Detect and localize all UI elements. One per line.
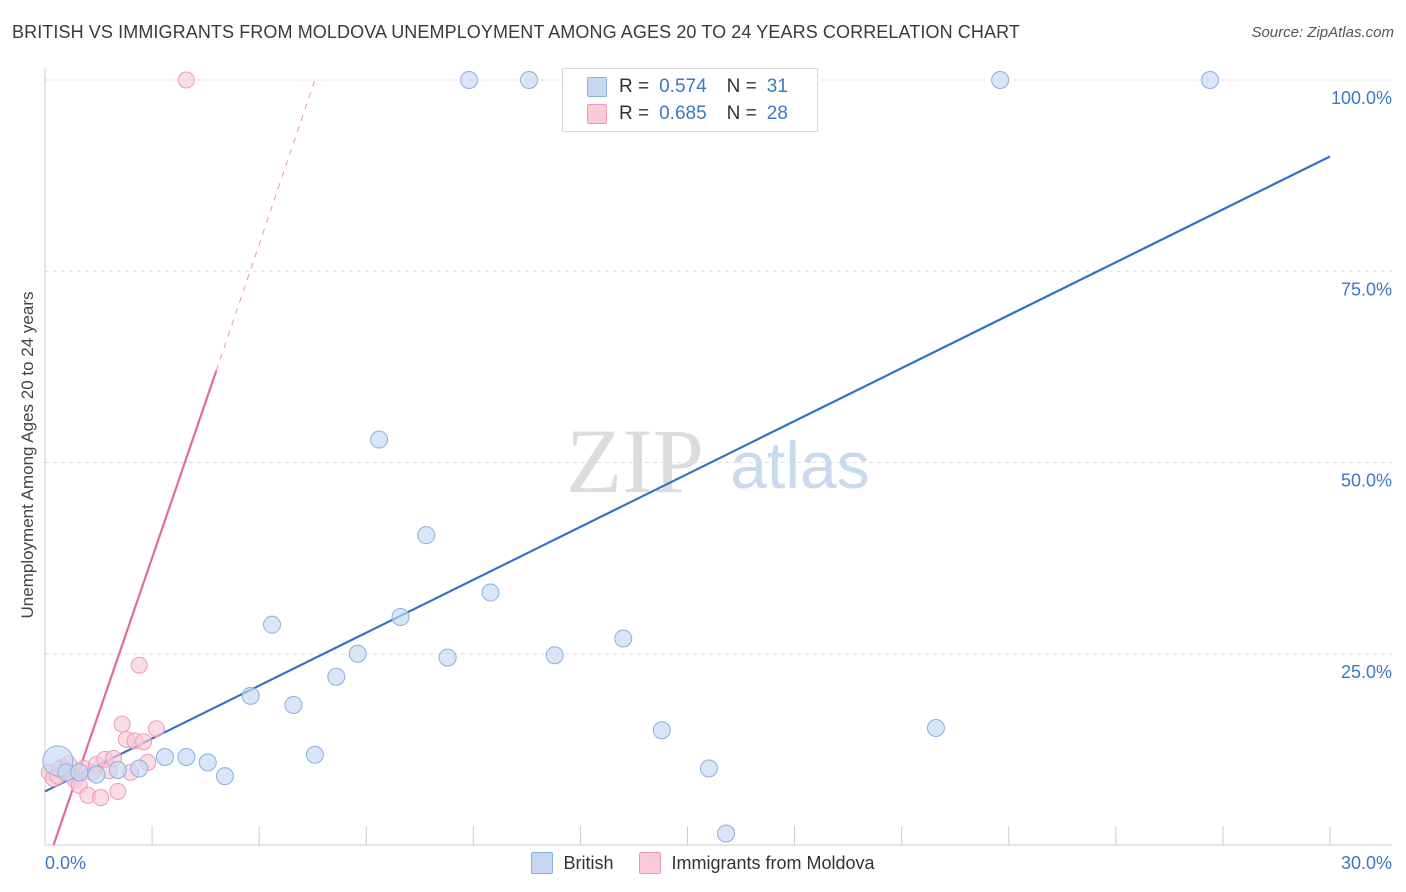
british-n-label: N = (726, 76, 757, 97)
data-points (40, 71, 1220, 843)
british-point (327, 667, 346, 686)
british-point (417, 526, 436, 545)
moldova-r-label: R = (619, 103, 650, 124)
moldova-point (113, 715, 131, 733)
x-tick-label: 30.0% (1341, 853, 1392, 873)
moldova-point (130, 656, 148, 674)
british-point (545, 646, 564, 665)
british-legend-label: British (563, 852, 614, 873)
moldova-n-label: N = (726, 103, 757, 124)
y-tick-label: 25.0% (1341, 662, 1392, 682)
british-point (460, 71, 479, 89)
british-point (305, 745, 324, 764)
british-point (614, 629, 633, 648)
moldova-point (92, 789, 110, 807)
moldova-legend-label: Immigrants from Moldova (671, 852, 875, 873)
axes (44, 68, 1392, 846)
british-trend-line (44, 155, 1331, 793)
british-point (391, 608, 410, 627)
legend-item-british[interactable]: British (531, 852, 613, 874)
british-point (370, 430, 389, 449)
watermark-zip: ZIP (566, 410, 704, 512)
y-tick-label: 75.0% (1341, 279, 1392, 299)
british-point (717, 824, 736, 843)
legend-item-moldova[interactable]: Immigrants from Moldova (639, 852, 875, 874)
british-point (699, 759, 718, 778)
british-point (284, 696, 303, 715)
british-point (108, 761, 127, 780)
british-r-value: 0.574 (659, 76, 707, 97)
british-n-value: 31 (766, 76, 788, 97)
moldova-swatch (587, 104, 607, 124)
y-tick-label: 100.0% (1331, 88, 1392, 108)
british-point (481, 583, 500, 602)
source-label: Source: ZipAtlas.com (1251, 24, 1394, 41)
british-point (241, 686, 260, 705)
british-point (1201, 71, 1220, 89)
moldova-point (109, 782, 127, 800)
legend-row-moldova: R = 0.685 N = 28 (587, 102, 788, 126)
moldova-n-value: 28 (766, 103, 788, 124)
british-point (348, 644, 367, 663)
series-legend: British Immigrants from Moldova (0, 852, 1406, 874)
correlation-legend: R = 0.574 N = 31 R = 0.685 N = 28 (562, 68, 818, 132)
y-tick-label: 50.0% (1341, 471, 1392, 491)
moldova-point (177, 71, 195, 89)
british-point (991, 71, 1010, 89)
british-point (215, 767, 234, 786)
grid (45, 79, 1392, 655)
x-tick-label: 0.0% (45, 853, 86, 873)
tick-labels: 25.0% 50.0% 75.0% 100.0% 0.0% 30.0% (45, 88, 1392, 873)
british-point (198, 753, 217, 772)
british-point (130, 759, 149, 778)
moldova-point (135, 733, 153, 751)
legend-row-british: R = 0.574 N = 31 (587, 75, 788, 99)
british-point (70, 763, 89, 782)
watermark-atlas: atlas (730, 428, 869, 502)
british-point (520, 71, 539, 89)
british-point (438, 648, 457, 667)
y-axis-label: Unemployment Among Ages 20 to 24 years (18, 291, 37, 619)
moldova-trend-line-extension (215, 79, 316, 371)
british-r-label: R = (619, 76, 650, 97)
british-point (177, 748, 196, 767)
british-point (87, 765, 106, 784)
chart-title: BRITISH VS IMMIGRANTS FROM MOLDOVA UNEMP… (12, 22, 1020, 42)
moldova-r-value: 0.685 (659, 103, 707, 124)
british-point (652, 721, 671, 740)
british-swatch (587, 77, 607, 97)
moldova-point (147, 720, 165, 738)
british-point (926, 718, 945, 737)
british-point (155, 748, 174, 767)
british-legend-swatch (531, 852, 554, 874)
british-point (263, 615, 282, 634)
moldova-legend-swatch (639, 852, 662, 874)
